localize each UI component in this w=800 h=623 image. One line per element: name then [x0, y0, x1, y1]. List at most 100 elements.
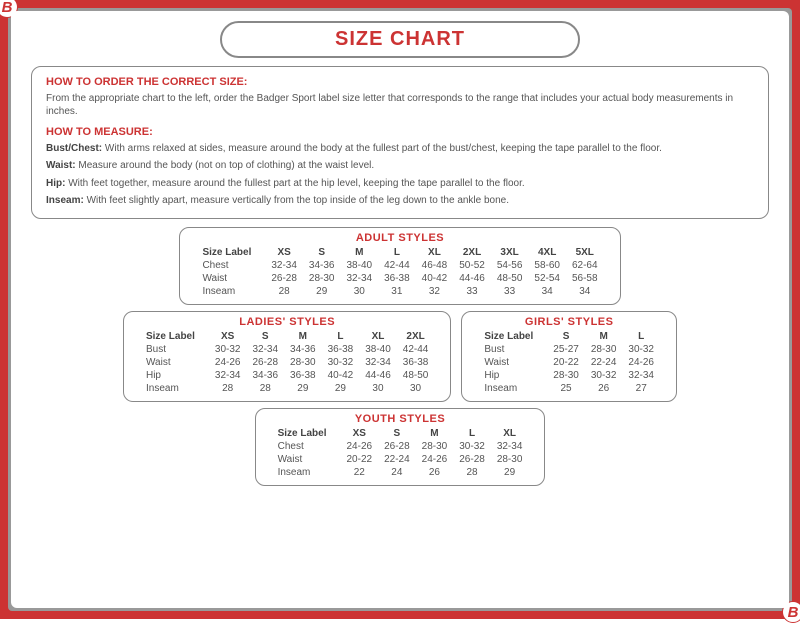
measure-heading: HOW TO MEASURE:	[46, 125, 754, 140]
cell-value: 29	[322, 382, 360, 395]
size-label-header: Size Label	[140, 330, 209, 343]
size-col-header: XL	[359, 330, 397, 343]
cell-value: 24-26	[622, 356, 660, 369]
cell-value: 48-50	[491, 272, 529, 285]
row-label: Inseam	[140, 382, 209, 395]
cell-value: 56-58	[566, 272, 604, 285]
ladies-table: Size LabelXSSMLXL2XLBust30-3232-3434-363…	[140, 330, 434, 395]
measure-hip: Hip: With feet together, measure around …	[46, 177, 754, 191]
girls-table-box: GIRLS' STYLES Size LabelSMLBust25-2728-3…	[461, 311, 677, 402]
mid-frame: SIZE CHART HOW TO ORDER THE CORRECT SIZE…	[8, 8, 792, 611]
cell-value: 28	[453, 466, 491, 479]
table-row: Inseam282829293030	[140, 382, 434, 395]
measure-bust: Bust/Chest: With arms relaxed at sides, …	[46, 142, 754, 156]
cell-value: 42-44	[397, 343, 435, 356]
waist-text: Measure around the body (not on top of c…	[76, 160, 375, 171]
cell-value: 44-46	[359, 369, 397, 382]
row-label: Inseam	[272, 466, 341, 479]
cell-value: 26	[585, 382, 623, 395]
cell-value: 30-32	[453, 440, 491, 453]
cell-value: 36-38	[378, 272, 416, 285]
cell-value: 22-24	[585, 356, 623, 369]
cell-value: 24-26	[416, 453, 454, 466]
cell-value: 30	[359, 382, 397, 395]
cell-value: 30-32	[622, 343, 660, 356]
cell-value: 22-24	[378, 453, 416, 466]
cell-value: 24-26	[209, 356, 247, 369]
table-row: Waist26-2828-3032-3436-3840-4244-4648-50…	[196, 272, 603, 285]
size-col-header: XL	[491, 427, 529, 440]
cell-value: 32-34	[209, 369, 247, 382]
cell-value: 48-50	[397, 369, 435, 382]
youth-table: Size LabelXSSMLXLChest24-2626-2828-3030-…	[272, 427, 529, 479]
cell-value: 26-28	[246, 356, 284, 369]
cell-value: 40-42	[416, 272, 454, 285]
table-row: Inseam282930313233333434	[196, 285, 603, 298]
cell-value: 34	[566, 285, 604, 298]
cell-value: 32	[416, 285, 454, 298]
size-col-header: XL	[416, 246, 454, 259]
ladies-table-box: LADIES' STYLES Size LabelXSSMLXL2XLBust3…	[123, 311, 451, 402]
measure-waist: Waist: Measure around the body (not on t…	[46, 159, 754, 173]
cell-value: 26	[416, 466, 454, 479]
cell-value: 29	[491, 466, 529, 479]
order-text: From the appropriate chart to the left, …	[46, 92, 754, 119]
page-title: SIZE CHART	[220, 21, 580, 58]
cell-value: 28-30	[303, 272, 341, 285]
cell-value: 36-38	[397, 356, 435, 369]
instructions-box: HOW TO ORDER THE CORRECT SIZE: From the …	[31, 66, 769, 219]
outer-frame: B B SIZE CHART HOW TO ORDER THE CORRECT …	[0, 0, 800, 619]
table-row: Chest24-2626-2828-3030-3232-34	[272, 440, 529, 453]
cell-value: 28-30	[491, 453, 529, 466]
inseam-text: With feet slightly apart, measure vertic…	[84, 195, 509, 206]
cell-value: 33	[491, 285, 529, 298]
size-col-header: M	[284, 330, 322, 343]
cell-value: 40-42	[322, 369, 360, 382]
table-row: Hip28-3030-3232-34	[478, 369, 660, 382]
girls-title: GIRLS' STYLES	[478, 316, 660, 328]
row-label: Inseam	[478, 382, 547, 395]
cell-value: 24	[378, 466, 416, 479]
cell-value: 46-48	[416, 259, 454, 272]
cell-value: 32-34	[246, 343, 284, 356]
row-label: Bust	[140, 343, 209, 356]
table-row: Bust30-3232-3434-3636-3838-4042-44	[140, 343, 434, 356]
cell-value: 34-36	[303, 259, 341, 272]
cell-value: 44-46	[453, 272, 491, 285]
size-col-header: S	[303, 246, 341, 259]
row-label: Hip	[140, 369, 209, 382]
content-panel: SIZE CHART HOW TO ORDER THE CORRECT SIZE…	[11, 11, 789, 608]
size-col-header: L	[322, 330, 360, 343]
row-label: Hip	[478, 369, 547, 382]
cell-value: 32-34	[341, 272, 379, 285]
table-row: Inseam252627	[478, 382, 660, 395]
cell-value: 28-30	[585, 343, 623, 356]
cell-value: 26-28	[453, 453, 491, 466]
cell-value: 34	[528, 285, 566, 298]
size-col-header: 5XL	[566, 246, 604, 259]
measure-inseam: Inseam: With feet slightly apart, measur…	[46, 194, 754, 208]
inseam-label: Inseam:	[46, 195, 84, 206]
cell-value: 33	[453, 285, 491, 298]
cell-value: 32-34	[265, 259, 303, 272]
cell-value: 27	[622, 382, 660, 395]
table-row: Hip32-3434-3636-3840-4244-4648-50	[140, 369, 434, 382]
size-col-header: 3XL	[491, 246, 529, 259]
row-label: Inseam	[196, 285, 265, 298]
cell-value: 32-34	[491, 440, 529, 453]
cell-value: 28	[246, 382, 284, 395]
size-col-header: XS	[209, 330, 247, 343]
cell-value: 26-28	[378, 440, 416, 453]
adult-table-box: ADULT STYLES Size LabelXSSMLXL2XL3XL4XL5…	[179, 227, 620, 305]
size-label-header: Size Label	[272, 427, 341, 440]
size-col-header: 4XL	[528, 246, 566, 259]
size-col-header: 2XL	[453, 246, 491, 259]
youth-table-box: YOUTH STYLES Size LabelXSSMLXLChest24-26…	[255, 408, 546, 486]
size-col-header: L	[622, 330, 660, 343]
cell-value: 50-52	[453, 259, 491, 272]
table-row: Inseam2224262829	[272, 466, 529, 479]
cell-value: 62-64	[566, 259, 604, 272]
size-label-header: Size Label	[196, 246, 265, 259]
row-label: Bust	[478, 343, 547, 356]
ladies-title: LADIES' STYLES	[140, 316, 434, 328]
